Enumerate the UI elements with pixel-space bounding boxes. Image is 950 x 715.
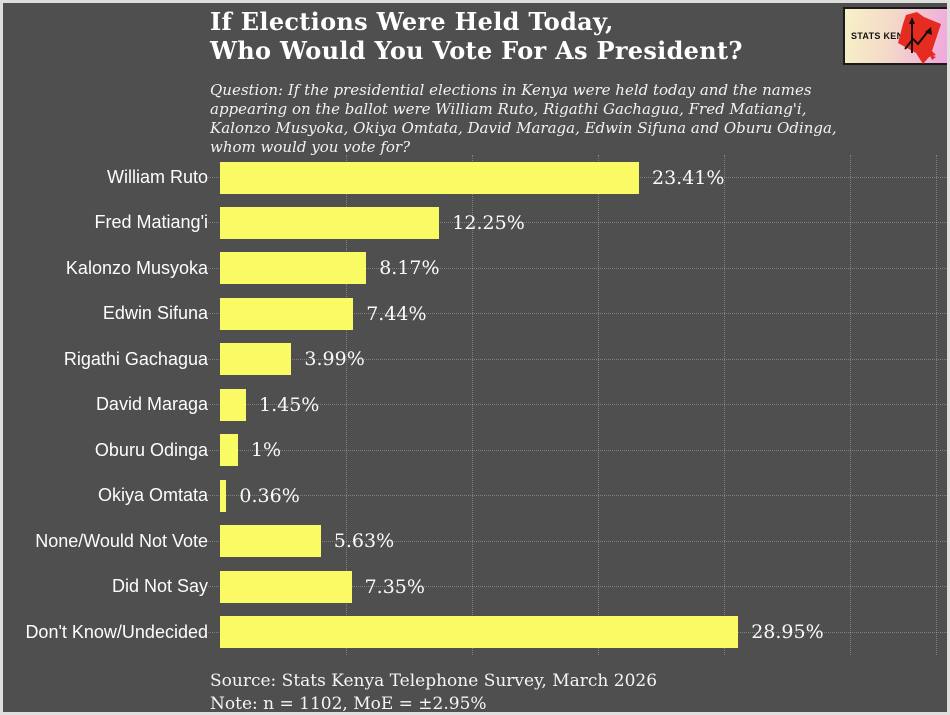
logo-text: STATS KENYA (851, 31, 916, 41)
bar (220, 297, 354, 330)
bar (220, 479, 227, 512)
bar (220, 388, 246, 421)
horizontal-gridline (208, 586, 947, 587)
category-label: Did Not Say (111, 576, 208, 597)
value-label: 1% (250, 439, 282, 462)
bar (220, 343, 292, 376)
vertical-gridline (724, 155, 725, 655)
horizontal-gridline (208, 359, 947, 360)
bar (220, 616, 739, 648)
value-label: 3.99% (304, 348, 365, 371)
vertical-gridline (598, 155, 599, 655)
kenya-map-icon (898, 12, 941, 64)
value-label: 1.45% (259, 393, 320, 416)
category-label: Edwin Sifuna (102, 303, 208, 324)
category-label: Fred Matiang'i (94, 212, 208, 233)
bar-row: David Maraga 1.45% (3, 382, 947, 427)
bar-row: William Ruto 23.41% (3, 155, 947, 200)
bar-row: Oburu Odinga 1% (3, 428, 947, 473)
vertical-gridline (850, 155, 851, 655)
category-label: Okiya Omtata (97, 485, 208, 506)
horizontal-gridline (208, 404, 947, 405)
vertical-gridline (936, 155, 937, 655)
bar-row: Kalonzo Musyoka 8.17% (3, 246, 947, 291)
horizontal-gridline (208, 541, 947, 542)
value-label: 12.25% (452, 211, 525, 234)
value-label: 0.36% (239, 484, 300, 507)
survey-question: Question: If the presidential elections … (210, 81, 837, 156)
bar-row: Fred Matiang'i 12.25% (3, 200, 947, 245)
value-label: 28.95% (751, 621, 824, 643)
horizontal-gridline (208, 222, 947, 223)
horizontal-gridline (208, 313, 947, 314)
category-label: Rigathi Gachagua (63, 348, 208, 369)
value-label: 23.41% (652, 166, 725, 189)
bar-row: Don't Know/Undecided 28.95% (3, 610, 947, 655)
value-label: 5.63% (333, 530, 395, 553)
category-label: Oburu Odinga (94, 439, 208, 460)
note-text: Note: n = 1102, MoE = ±2.95% (210, 694, 487, 714)
page-title: If Elections Were Held Today, Who Would Y… (210, 7, 870, 65)
stats-kenya-logo: STATS KENYA (843, 7, 947, 65)
bar-row: Edwin Sifuna 7.44% (3, 291, 947, 336)
bar (220, 525, 321, 558)
bar (220, 206, 440, 239)
value-label: 7.35% (364, 575, 425, 598)
horizontal-gridline (208, 268, 947, 269)
bar-row: Did Not Say 7.35% (3, 564, 947, 609)
category-label: David Maraga (95, 394, 208, 415)
category-label: Kalonzo Musyoka (65, 257, 208, 278)
vertical-gridline (472, 155, 473, 655)
vertical-gridline (346, 155, 347, 655)
bar (220, 252, 367, 285)
bar-row: Okiya Omtata 0.36% (3, 473, 947, 518)
horizontal-gridline (208, 450, 947, 451)
bar-row: Rigathi Gachagua 3.99% (3, 337, 947, 382)
source-text: Source: Stats Kenya Telephone Survey, Ma… (210, 671, 658, 691)
bar-row: None/Would Not Vote 5.63% (3, 519, 947, 564)
bar (220, 570, 352, 603)
category-label: Don't Know/Undecided (25, 621, 208, 642)
value-label: 7.44% (366, 302, 427, 325)
title-line-1: If Elections Were Held Today, (210, 7, 614, 36)
title-line-2: Who Would You Vote For As President? (210, 36, 743, 65)
horizontal-gridline (208, 495, 947, 496)
bar (220, 434, 238, 467)
category-label: William Ruto (106, 167, 208, 187)
value-label: 8.17% (379, 257, 440, 280)
bar (220, 161, 639, 194)
bar-chart: William Ruto 23.41% Fred Matiang'i 12.25% Ka… (3, 155, 947, 657)
category-label: None/Would Not Vote (35, 530, 208, 551)
